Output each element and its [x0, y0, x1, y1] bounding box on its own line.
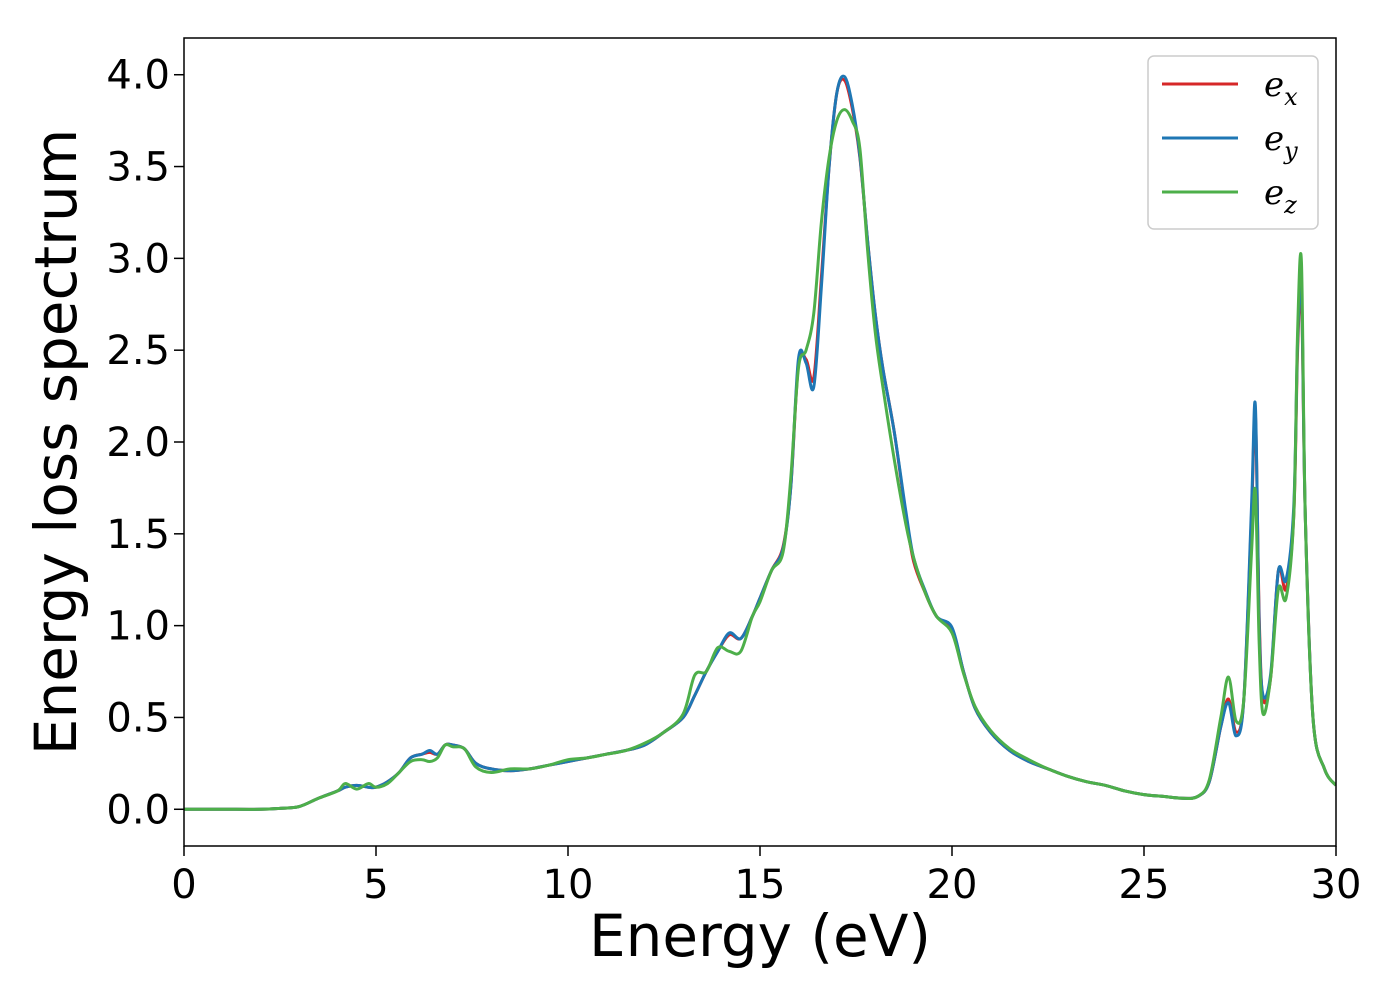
y-tick-label: 1.5	[106, 512, 170, 558]
y-tick-label: 0.5	[106, 695, 170, 741]
legend-label-z: ez	[1264, 173, 1297, 219]
y-tick-label: 2.0	[106, 420, 170, 466]
x-tick-label: 15	[735, 862, 786, 908]
x-tick-label: 10	[543, 862, 594, 908]
y-tick-label: 1.0	[106, 604, 170, 650]
x-tick-label: 25	[1119, 862, 1170, 908]
y-tick-label: 3.5	[106, 145, 170, 191]
legend-label-y: ey	[1264, 119, 1298, 165]
x-tick-label: 30	[1311, 862, 1362, 908]
plot-area	[184, 74, 1336, 811]
y-axis: 0.0 0.5 1.0 1.5 2.0 2.5 3.0 3.5 4.0	[106, 53, 184, 833]
y-tick-label: 0.0	[106, 787, 170, 833]
x-axis-label: Energy (eV)	[589, 902, 931, 970]
x-axis: 0 5 10 15 20 25 30	[171, 846, 1361, 908]
legend-label-x: ex	[1264, 65, 1298, 111]
series-line-z	[184, 108, 1336, 811]
y-axis-label: Energy loss spectrum	[22, 129, 90, 755]
y-tick-label: 2.5	[106, 328, 170, 374]
x-tick-label: 20	[927, 862, 978, 908]
x-tick-label: 5	[363, 862, 388, 908]
legend: ex ey ez	[1147, 55, 1319, 230]
y-tick-label: 3.0	[106, 236, 170, 282]
legend-box	[1147, 55, 1319, 230]
y-tick-label: 4.0	[106, 53, 170, 99]
x-tick-label: 0	[171, 862, 196, 908]
